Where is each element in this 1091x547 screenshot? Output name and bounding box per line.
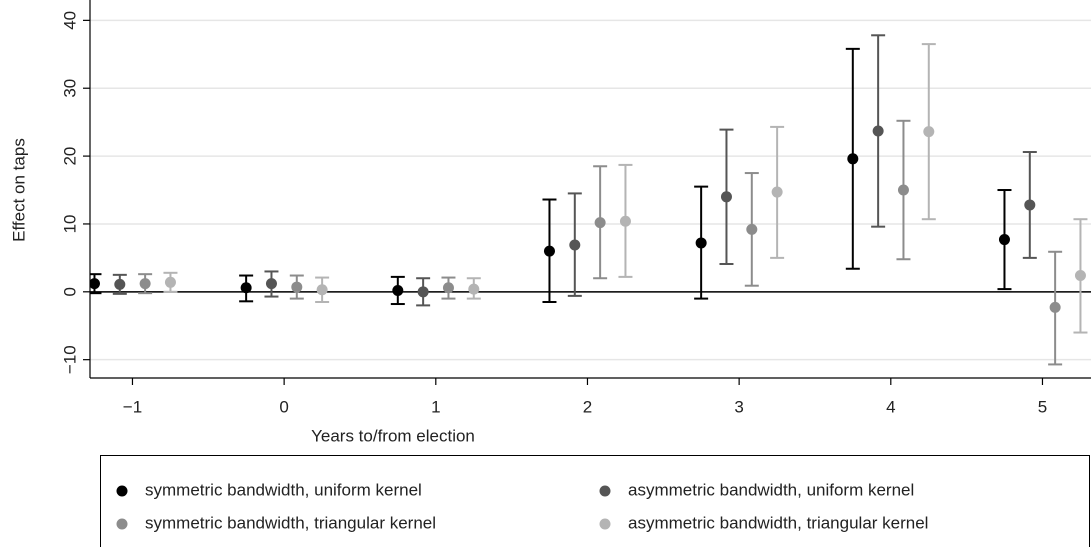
point bbox=[240, 282, 252, 294]
legend-label: asymmetric bandwidth, uniform kernel bbox=[628, 480, 914, 499]
x-tick-label: 0 bbox=[279, 397, 288, 416]
point bbox=[720, 191, 732, 203]
point bbox=[847, 153, 859, 165]
point bbox=[417, 286, 429, 298]
point bbox=[543, 245, 555, 257]
legend-label: asymmetric bandwidth, triangular kernel bbox=[628, 513, 928, 532]
y-tick-label: 0 bbox=[60, 287, 79, 296]
x-tick-label: 2 bbox=[583, 397, 592, 416]
y-tick-label: −10 bbox=[60, 345, 79, 374]
point bbox=[872, 125, 884, 137]
x-tick-label: −1 bbox=[123, 397, 142, 416]
legend-label: symmetric bandwidth, triangular kernel bbox=[145, 513, 436, 532]
point bbox=[998, 234, 1010, 246]
point bbox=[468, 283, 480, 295]
legend: symmetric bandwidth, uniform kernel asymm… bbox=[116, 480, 928, 532]
point bbox=[594, 217, 606, 229]
y-axis-title: Effect on taps bbox=[9, 138, 28, 242]
point bbox=[316, 284, 328, 296]
point bbox=[392, 284, 404, 296]
point bbox=[164, 276, 176, 288]
point bbox=[114, 278, 126, 290]
legend-marker bbox=[599, 485, 611, 497]
point bbox=[923, 126, 935, 138]
x-tick-label: 4 bbox=[886, 397, 895, 416]
point bbox=[897, 184, 909, 196]
x-tick-label: 3 bbox=[734, 397, 743, 416]
plot-area bbox=[90, 34, 1091, 366]
point bbox=[90, 278, 100, 290]
legend-marker bbox=[116, 518, 128, 530]
y-tick-label: 40 bbox=[60, 11, 79, 30]
point bbox=[291, 281, 303, 293]
point bbox=[442, 282, 454, 294]
point bbox=[1024, 199, 1036, 211]
point bbox=[619, 215, 631, 227]
x-tick-label: 5 bbox=[1038, 397, 1047, 416]
legend-marker bbox=[599, 518, 611, 530]
y-tick-label: 10 bbox=[60, 214, 79, 233]
legend-box bbox=[100, 455, 1090, 547]
grid bbox=[90, 19, 1091, 361]
y-tick-label: 20 bbox=[60, 147, 79, 166]
point bbox=[265, 278, 277, 290]
x-tick-label: 1 bbox=[431, 397, 440, 416]
point bbox=[771, 186, 783, 198]
x-axis-title: Years to/from election bbox=[311, 426, 475, 445]
legend-marker bbox=[116, 485, 128, 497]
legend-label: symmetric bandwidth, uniform kernel bbox=[145, 480, 422, 499]
point bbox=[695, 237, 707, 249]
point bbox=[569, 239, 581, 251]
point bbox=[746, 223, 758, 235]
y-tick-label: 30 bbox=[60, 79, 79, 98]
point bbox=[139, 278, 151, 290]
point bbox=[1074, 270, 1086, 282]
point bbox=[1049, 301, 1061, 313]
